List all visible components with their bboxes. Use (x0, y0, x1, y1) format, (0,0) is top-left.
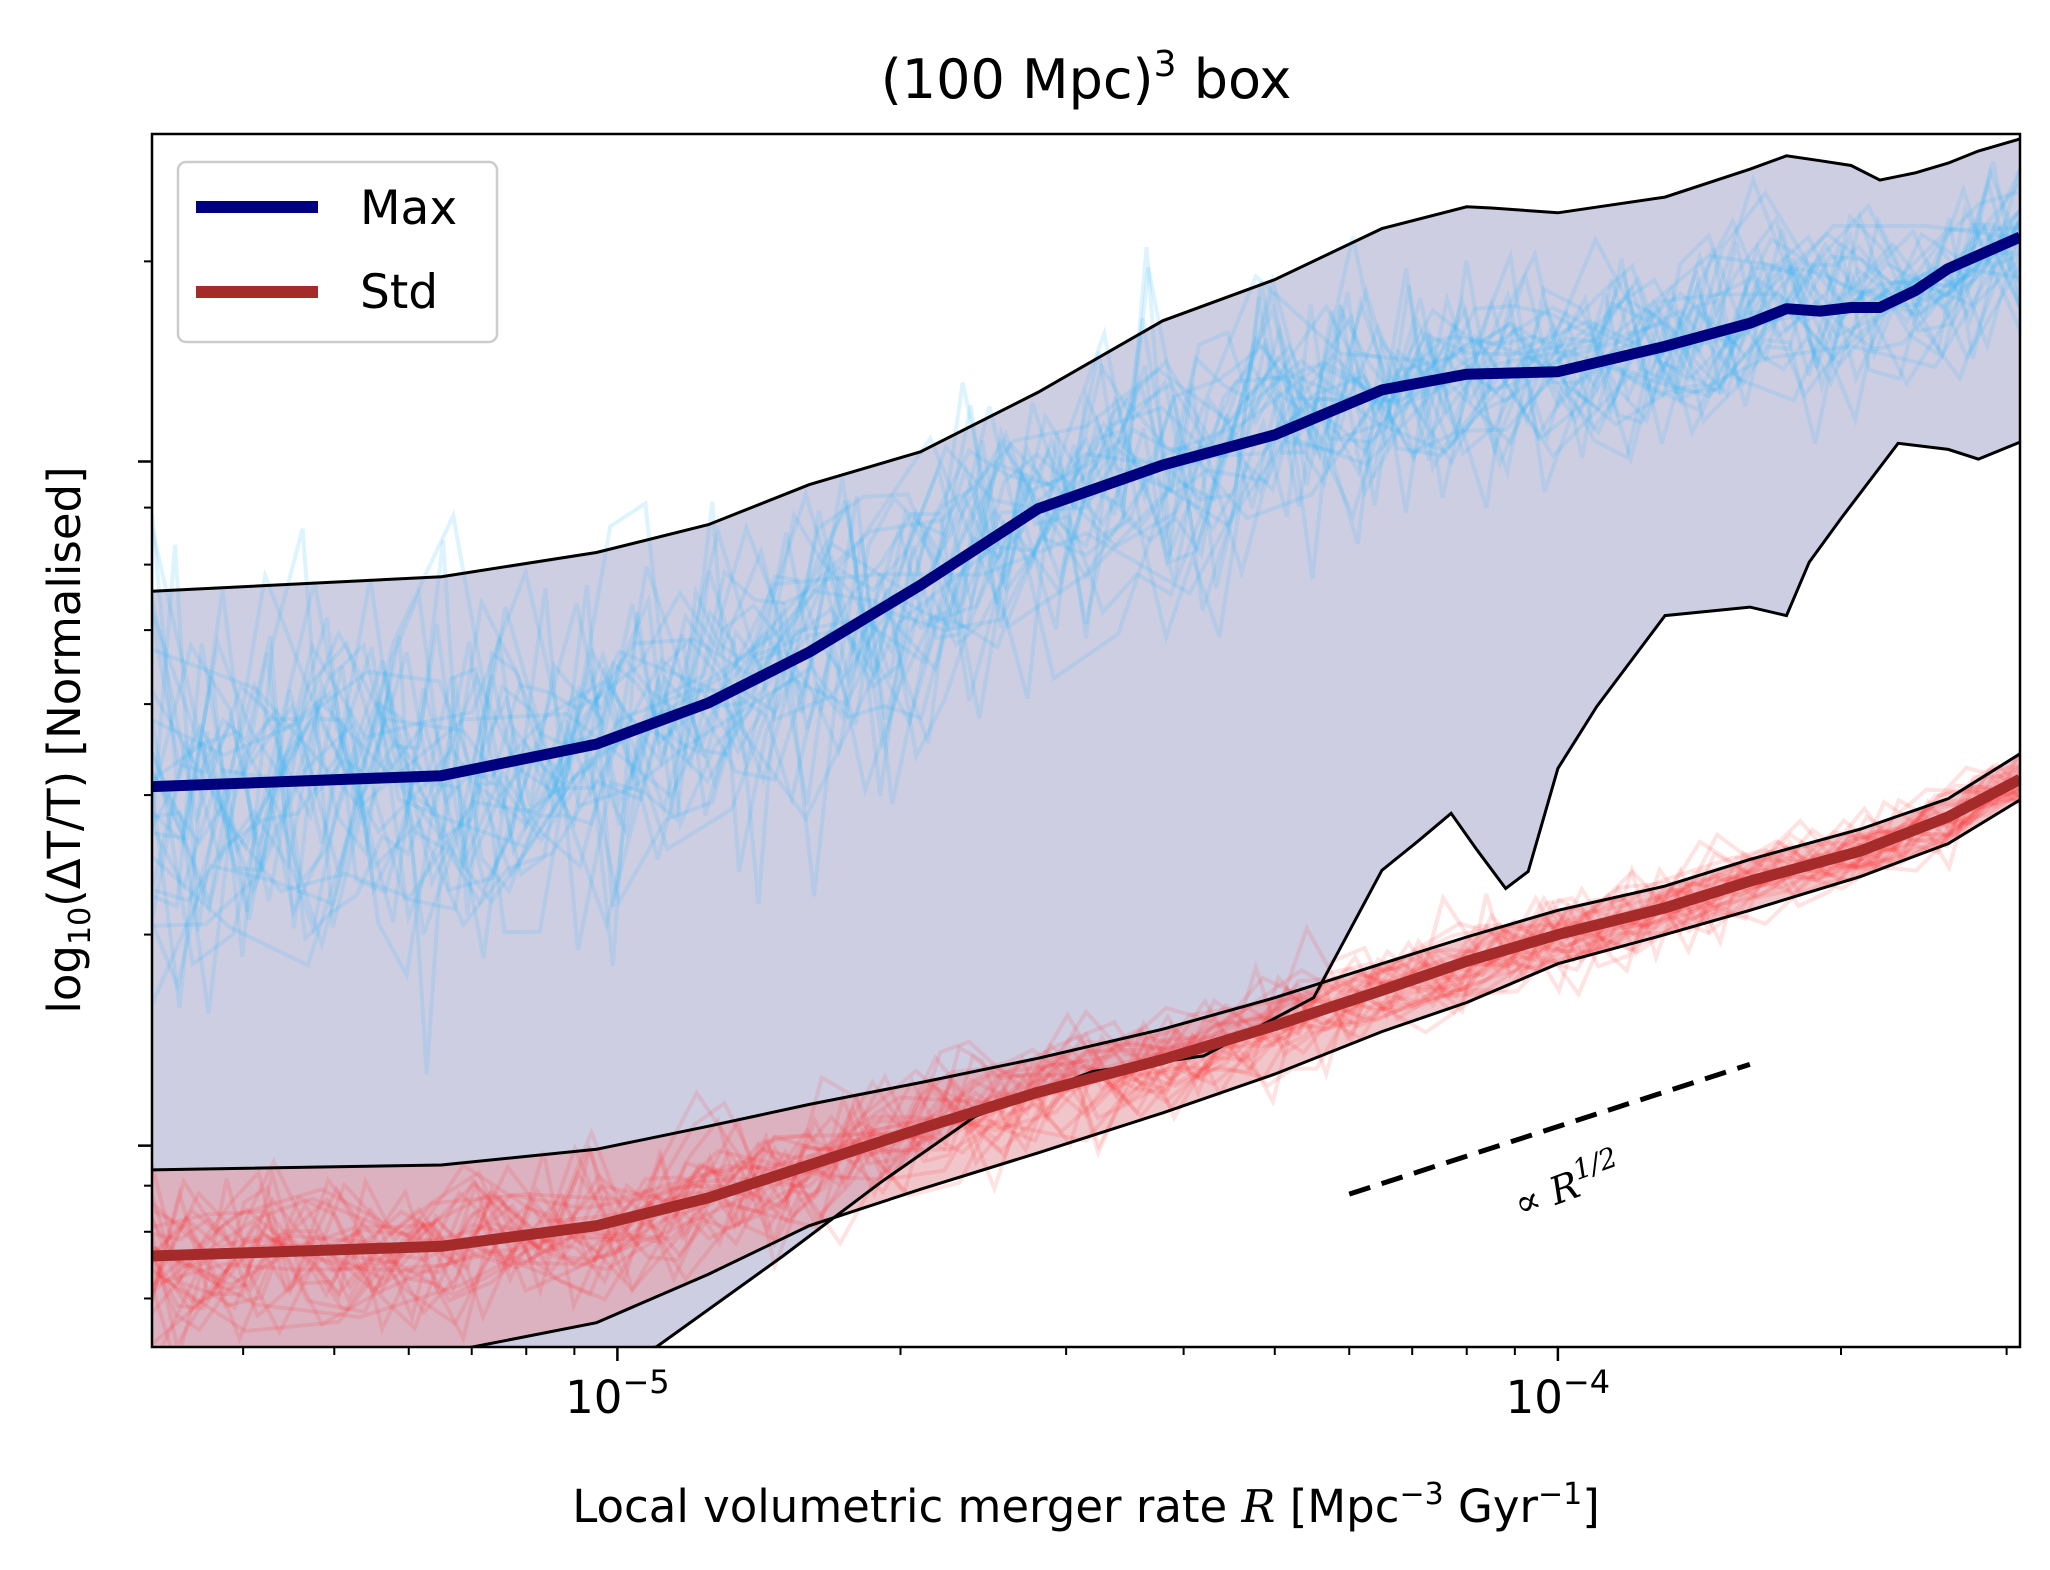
chart-title: (100 Mpc)3 box (881, 44, 1292, 111)
std-realization-line (152, 763, 2020, 1311)
max-realization-line (152, 232, 2020, 810)
max-upper-edge (152, 137, 2020, 593)
max-realization-line (152, 213, 2020, 935)
std-realization-line (152, 780, 2020, 1335)
max-realization-line (152, 183, 2020, 1014)
max-realization-line (152, 224, 2020, 993)
max-realization-line (152, 250, 2020, 926)
std-median-line (152, 774, 2020, 1262)
std-realization-line (152, 776, 2020, 1345)
std-lower-edge (464, 798, 2020, 1347)
x-axis-label: Local volumetric merger rate R [Mpc−3 Gy… (572, 1477, 1600, 1533)
std-realization-line (159, 785, 2020, 1347)
max-realization-line (152, 253, 2020, 908)
legend-label-max: Max (360, 181, 457, 236)
max-realization-line (152, 216, 2020, 880)
std-realization-line (152, 787, 2020, 1297)
std-realization-line (152, 764, 2020, 1302)
std-realization-line (152, 754, 2020, 1307)
std-realization-line (152, 762, 2020, 1333)
max-realization-line (152, 216, 2020, 902)
max-realization-line-group (152, 161, 2020, 1075)
max-realization-line (152, 202, 2020, 932)
std-realization-line (152, 785, 2020, 1337)
max-realization-line (152, 223, 2020, 935)
x-tick-label: 10−4 (1506, 1363, 1610, 1424)
max-realization-line (152, 227, 2020, 951)
max-realization-line (152, 263, 2020, 969)
std-band (152, 753, 2020, 1347)
max-realization-line (152, 189, 2020, 952)
max-realization-line (152, 220, 2020, 906)
max-median-line (152, 232, 2020, 793)
std-realization-line (152, 788, 2020, 1316)
max-realization-line (152, 164, 2020, 959)
plot-area (152, 137, 2020, 1347)
std-realization-line (152, 787, 2020, 1334)
max-band (152, 138, 2020, 1347)
std-realization-line (152, 775, 2020, 1302)
std-realization-line (152, 770, 2020, 1287)
max-realization-line (152, 233, 2020, 911)
std-realization-line (152, 788, 2020, 1328)
max-realization-line (152, 218, 2020, 900)
max-realization-line (152, 216, 2020, 1006)
std-realization-line (152, 781, 2020, 1313)
annotation-scaling-label: ∝ R1/2 (1506, 1140, 1628, 1226)
max-realization-line (152, 181, 2020, 929)
annotation-scaling-line (1348, 1061, 1751, 1197)
x-tick-label: 10−5 (565, 1363, 669, 1424)
std-realization-line (152, 794, 2020, 1287)
max-realization-line (152, 161, 2020, 872)
axis-ticks: 10−5 10−4 (138, 260, 2008, 1424)
legend-label-std: Std (360, 265, 438, 320)
std-realization-line (152, 750, 2020, 1347)
max-realization-line (152, 175, 2020, 912)
max-realization-line (152, 189, 2020, 968)
y-axis-label: log10(ΔT/T) [Normalised] (38, 466, 98, 1013)
std-upper-edge (152, 752, 2020, 1172)
axes-frame (150, 132, 2022, 1349)
max-realization-line (152, 224, 2020, 852)
legend: Max Std (176, 160, 499, 344)
